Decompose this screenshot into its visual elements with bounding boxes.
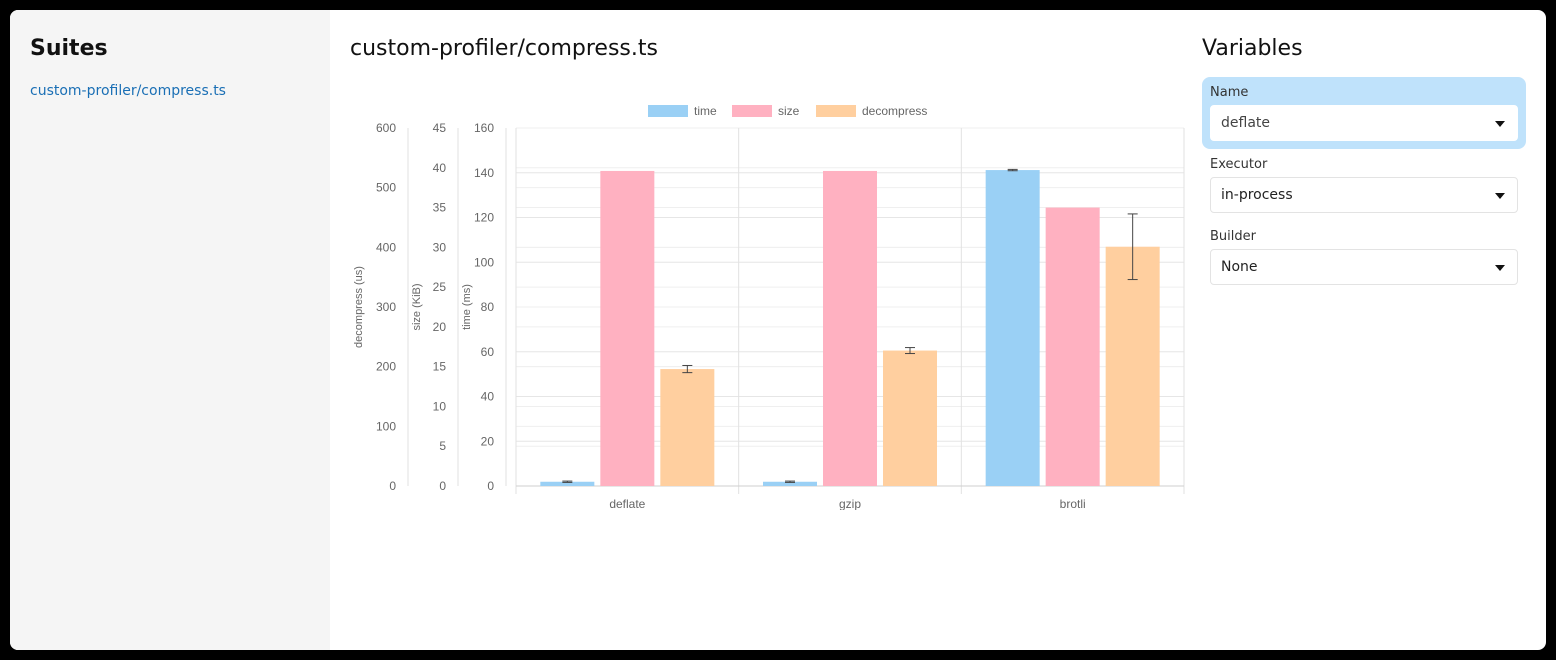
app-window: Suites custom-profiler/compress.ts custo… <box>10 10 1546 650</box>
y-tick-label: 20 <box>433 320 447 334</box>
bar-size <box>1045 207 1100 487</box>
y-axis-title: size (KiB) <box>411 283 423 330</box>
builder-field: Builder None <box>1202 221 1526 293</box>
y-tick-label: 10 <box>433 399 447 413</box>
variables-panel: Variables Name deflate Executor in-proce… <box>1186 10 1546 650</box>
bar-decompress <box>1105 246 1160 486</box>
page-title: custom-profiler/compress.ts <box>350 36 658 61</box>
y-tick-label: 0 <box>389 479 396 493</box>
builder-select[interactable]: None <box>1210 249 1518 285</box>
y-tick-label: 20 <box>481 434 495 448</box>
y-tick-label: 160 <box>474 121 494 135</box>
legend-label-size: size <box>778 104 800 118</box>
name-select[interactable]: deflate <box>1210 105 1518 141</box>
y-tick-label: 60 <box>481 345 495 359</box>
y-tick-label: 140 <box>474 166 494 180</box>
bar-time <box>540 481 595 486</box>
y-tick-label: 300 <box>376 300 396 314</box>
executor-select[interactable]: in-process <box>1210 177 1518 213</box>
y-tick-label: 5 <box>439 439 446 453</box>
suite-link-compress[interactable]: custom-profiler/compress.ts <box>30 83 226 99</box>
y-tick-label: 500 <box>376 181 396 195</box>
legend-swatch-decompress <box>816 105 856 117</box>
caret-down-icon <box>1495 193 1505 199</box>
bar-decompress <box>883 350 937 486</box>
y-tick-label: 15 <box>433 360 447 374</box>
bar-time <box>763 481 817 486</box>
legend-swatch-size <box>732 105 772 117</box>
bar-size <box>823 170 877 486</box>
x-tick-label: deflate <box>609 497 645 510</box>
y-tick-label: 600 <box>376 121 396 135</box>
variables-title: Variables <box>1202 36 1303 61</box>
y-tick-label: 45 <box>433 121 447 135</box>
y-tick-label: 0 <box>439 479 446 493</box>
y-tick-label: 40 <box>433 161 447 175</box>
builder-select-value: None <box>1221 259 1258 275</box>
x-tick-label: brotli <box>1060 497 1086 510</box>
y-tick-label: 120 <box>474 211 494 225</box>
bar-size <box>600 170 655 486</box>
y-tick-label: 200 <box>376 360 396 374</box>
executor-select-value: in-process <box>1221 187 1293 203</box>
suites-sidebar: Suites custom-profiler/compress.ts <box>10 10 330 650</box>
y-tick-label: 100 <box>376 419 396 433</box>
y-axis-title: time (ms) <box>461 284 473 330</box>
y-tick-label: 0 <box>487 479 494 493</box>
y-axis-title: decompress (us) <box>353 266 365 348</box>
bar-time <box>985 170 1040 486</box>
executor-label: Executor <box>1210 157 1268 172</box>
y-tick-label: 30 <box>433 240 447 254</box>
name-select-value: deflate <box>1221 115 1270 131</box>
y-tick-label: 400 <box>376 240 396 254</box>
builder-label: Builder <box>1210 229 1256 244</box>
bar-decompress <box>660 369 715 486</box>
caret-down-icon <box>1495 265 1505 271</box>
main-panel: custom-profiler/compress.ts 0 100 200 300 40… <box>330 10 1186 650</box>
name-field: Name deflate <box>1202 77 1526 149</box>
legend-swatch-time <box>648 105 688 117</box>
caret-down-icon <box>1495 121 1505 127</box>
legend-label-time: time <box>694 104 717 118</box>
y-tick-label: 40 <box>481 390 495 404</box>
legend-label-decompress: decompress <box>862 104 927 118</box>
y-tick-label: 100 <box>474 255 494 269</box>
y-tick-label: 80 <box>481 300 495 314</box>
suites-title: Suites <box>30 36 108 61</box>
x-tick-label: gzip <box>839 497 861 510</box>
name-label: Name <box>1210 85 1249 100</box>
executor-field: Executor in-process <box>1202 149 1526 221</box>
y-tick-label: 35 <box>433 201 447 215</box>
y-tick-label: 25 <box>433 280 447 294</box>
